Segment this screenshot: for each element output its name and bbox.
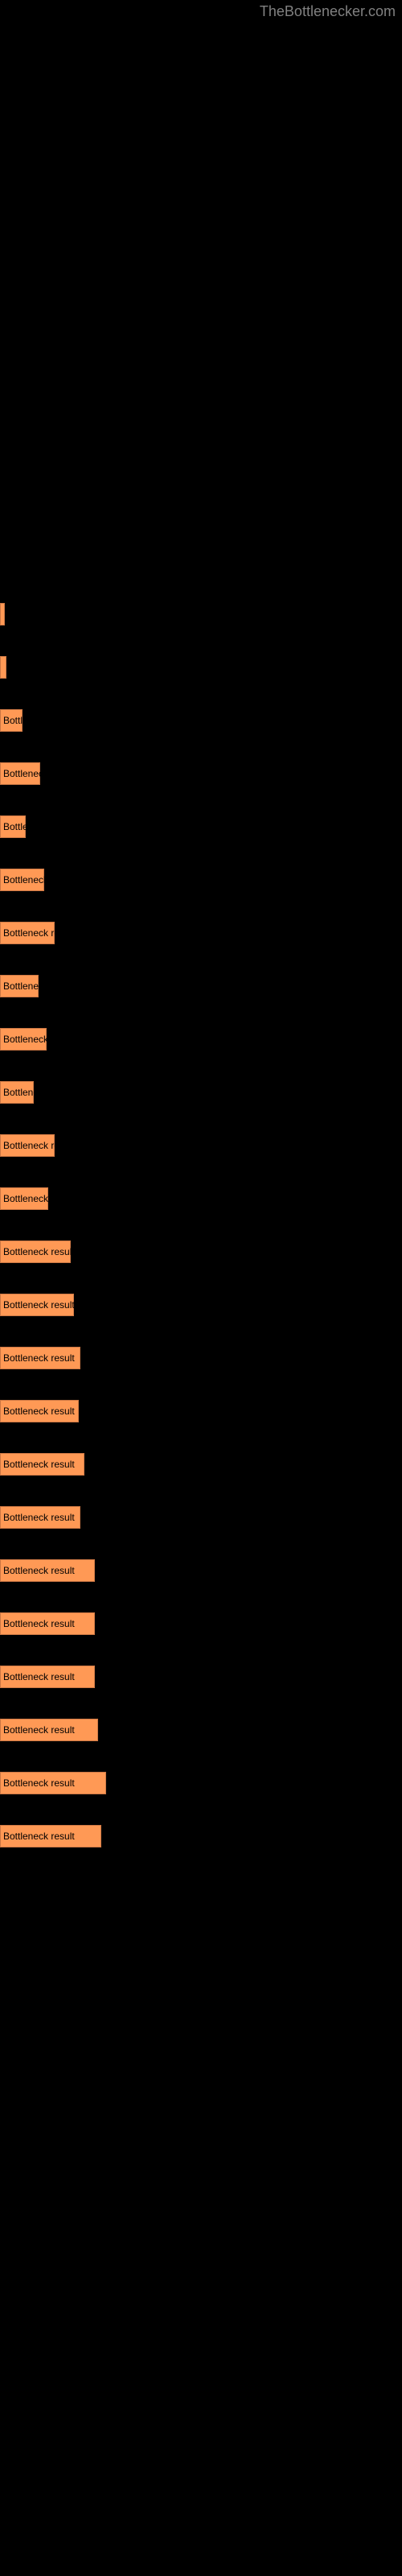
bar-label: Bottleneck result: [3, 1352, 75, 1364]
bar-row: Bottleneck result: [0, 1612, 402, 1635]
bar-row: Bottleneck re: [0, 1028, 402, 1051]
bar-label: Bottleneck result: [3, 1671, 75, 1682]
bar-row: Bottleneck result: [0, 1294, 402, 1316]
bar-row: Bottleneck result: [0, 1506, 402, 1529]
bar-label: Bottleneck result: [3, 1406, 75, 1417]
bar-row: Bottleneck resu: [0, 922, 402, 944]
bar-row: Bottleneck result: [0, 1400, 402, 1422]
bar-label: Bottleneck result: [3, 1246, 75, 1257]
bar-label: Bottlenec: [3, 1087, 43, 1098]
bar-label: Bottleneck result: [3, 1777, 75, 1789]
bar-row: Bottleneck result: [0, 1559, 402, 1582]
bar-label: Bottleneck r: [3, 980, 54, 992]
bar-row: Bottleneck result: [0, 1719, 402, 1741]
bar-label: Bottleneck r: [3, 874, 54, 886]
bar-row: Bottleneck result: [0, 1453, 402, 1476]
bar-label: Bottleneck result: [3, 1831, 75, 1842]
bar-label: Bottleneck result: [3, 1299, 75, 1311]
bar-row: Bottle: [0, 709, 402, 732]
bar-label: Bottlen: [3, 821, 33, 832]
bar-row: Bottleneck: [0, 762, 402, 785]
bar-chart: Bottle Bottleneck Bottlen Bottleneck r Bottl…: [0, 603, 402, 1847]
bar-label: Bottle: [3, 715, 28, 726]
bar-label: Bottleneck result: [3, 1512, 75, 1523]
bar-row: Bottleneck r: [0, 975, 402, 997]
bar-row: Bottleneck result: [0, 1825, 402, 1847]
bar-label: Bottleneck resu: [3, 1140, 70, 1151]
bar-row: Bottleneck result: [0, 1347, 402, 1369]
bar-label: Bottleneck result: [3, 1565, 75, 1576]
bar-row: [0, 656, 402, 679]
bar-label: Bottleneck re: [3, 1193, 59, 1204]
bar-row: Bottleneck result: [0, 1241, 402, 1263]
bar-label: Bottleneck: [3, 768, 48, 779]
bar-row: Bottleneck result: [0, 1772, 402, 1794]
bar-label: Bottleneck resu: [3, 927, 70, 939]
watermark-text: TheBottlenecker.com: [0, 0, 402, 23]
header-spacer: [0, 23, 402, 603]
bar-row: Bottleneck resu: [0, 1134, 402, 1157]
bar-label: Bottleneck result: [3, 1724, 75, 1736]
bar-row: [0, 603, 402, 625]
bar: [0, 656, 6, 679]
bar-row: Bottleneck result: [0, 1666, 402, 1688]
bar-label: Bottleneck result: [3, 1618, 75, 1629]
bar: [0, 603, 5, 625]
bar-row: Bottlen: [0, 815, 402, 838]
bar-label: Bottleneck result: [3, 1459, 75, 1470]
bar-label: Bottleneck re: [3, 1034, 59, 1045]
bar-row: Bottleneck r: [0, 869, 402, 891]
bar-row: Bottleneck re: [0, 1187, 402, 1210]
bar-row: Bottlenec: [0, 1081, 402, 1104]
